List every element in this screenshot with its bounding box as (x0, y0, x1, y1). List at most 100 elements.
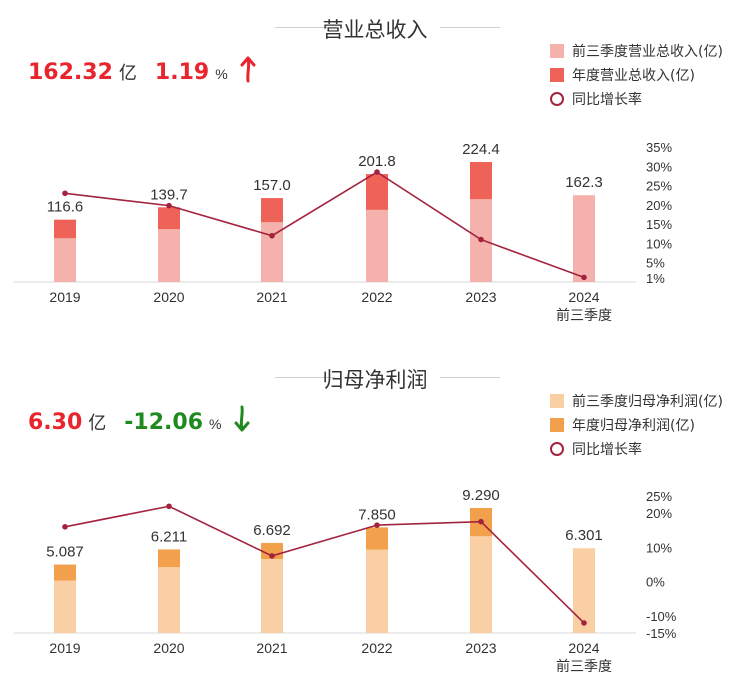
x-tick-label: 2024 (568, 289, 599, 305)
growth-rate-point (478, 518, 484, 525)
legend-label: 年度营业总收入(亿) (572, 68, 695, 84)
right-axis-tick-label: 1% (646, 271, 665, 286)
legend-label: 年度归母净利润(亿) (572, 418, 695, 434)
legend-label: 同比增长率 (572, 442, 642, 458)
profit-panel: 归母净利润 6.30 亿 -12.06% 前三季度归母净利润(亿) 年度归母净利润(… (0, 350, 750, 696)
x-tick-label: 2022 (361, 640, 392, 656)
title-divider-right (440, 377, 500, 378)
title-divider-left (275, 377, 335, 378)
legend-label: 前三季度营业总收入(亿) (572, 44, 723, 60)
x-tick-label: 2020 (153, 289, 184, 305)
legend-item-growth-rate: 同比增长率 (550, 88, 723, 112)
x-tick-label: 2022 (361, 289, 392, 305)
legend-circle-icon (550, 442, 564, 456)
bar-quarterly (261, 222, 283, 282)
bar-quarterly (470, 536, 492, 633)
right-axis-tick-label: 15% (646, 217, 672, 232)
right-axis-tick-label: 0% (646, 575, 665, 590)
title-divider-right (440, 27, 500, 28)
profit-summary-unit: 亿 (88, 413, 107, 434)
bar-value-label: 7.850 (358, 506, 396, 523)
x-tick-label: 2019 (49, 289, 80, 305)
right-axis-tick-label: -10% (646, 609, 677, 624)
legend-circle-icon (550, 92, 564, 106)
revenue-summary-pct: % (215, 66, 228, 82)
revenue-panel: 营业总收入 162.32 亿 1.19% 前三季度营业总收入(亿) 年度营业总收入(… (0, 0, 750, 345)
bar-quarterly (54, 580, 76, 633)
right-axis-tick-label: 25% (646, 489, 672, 504)
right-axis-tick-label: -15% (646, 626, 677, 641)
revenue-summary: 162.32 亿 1.19% (28, 55, 258, 85)
right-axis-tick-label: 30% (646, 159, 672, 174)
growth-rate-line (64, 505, 585, 624)
right-axis-tick-label: 10% (646, 540, 672, 555)
bar-value-label: 6.692 (253, 522, 291, 539)
bar-quarterly (573, 548, 595, 633)
profit-legend: 前三季度归母净利润(亿) 年度归母净利润(亿) 同比增长率 (550, 390, 723, 462)
profit-summary-growth: -12.06 (124, 410, 203, 435)
title-divider-left (275, 27, 335, 28)
bar-quarterly (573, 195, 595, 282)
x-tick-label: 2024 (568, 640, 599, 656)
growth-rate-point (374, 522, 380, 528)
x-tick-sublabel: 前三季度 (556, 307, 612, 323)
bar-quarterly (158, 229, 180, 282)
bar-value-label: 5.087 (46, 544, 84, 561)
profit-chart: 5.087 2019 6.211 2020 6.692 2021 7.850 2022 9.29… (14, 487, 677, 674)
x-tick-label: 2021 (256, 289, 287, 305)
bar-value-label: 157.0 (253, 177, 291, 194)
right-axis-tick-label: 25% (646, 179, 672, 194)
profit-summary-pct: % (209, 416, 222, 432)
growth-rate-line (64, 171, 585, 279)
growth-rate-point (374, 169, 380, 175)
bar-value-label: 162.3 (565, 174, 603, 191)
x-tick-label: 2021 (256, 640, 287, 656)
revenue-title: 营业总收入 (322, 18, 428, 42)
bar-quarterly (158, 567, 180, 633)
bar-value-label: 9.290 (462, 487, 500, 504)
legend-swatch-annual (550, 68, 564, 82)
bar-quarterly (366, 209, 388, 282)
growth-rate-point (62, 524, 68, 530)
x-tick-label: 2019 (49, 640, 80, 656)
legend-label: 同比增长率 (572, 92, 642, 108)
legend-item-growth-rate: 同比增长率 (550, 438, 723, 462)
arrow-up-icon (240, 56, 256, 83)
legend-item-annual-profit: 年度归母净利润(亿) (550, 414, 723, 438)
profit-summary: 6.30 亿 -12.06% (28, 405, 252, 435)
growth-rate-point (269, 553, 275, 559)
profit-summary-value: 6.30 (28, 410, 83, 435)
right-axis-tick-label: 10% (646, 236, 672, 251)
x-tick-sublabel: 前三季度 (556, 658, 612, 674)
x-tick-label: 2023 (465, 289, 496, 305)
revenue-summary-unit: 亿 (118, 63, 137, 84)
growth-rate-point (166, 202, 172, 209)
growth-rate-point (269, 232, 275, 239)
bar-quarterly (366, 549, 388, 633)
legend-swatch-annual (550, 418, 564, 432)
legend-item-quarterly-revenue: 前三季度营业总收入(亿) (550, 40, 723, 64)
growth-rate-point (581, 620, 587, 626)
growth-rate-point (62, 190, 68, 197)
arrow-down-icon (234, 405, 250, 432)
bar-quarterly (261, 558, 283, 633)
growth-rate-point (581, 274, 587, 281)
bar-value-label: 6.211 (151, 528, 187, 545)
bar-value-label: 139.7 (150, 186, 188, 203)
legend-swatch-quarterly (550, 394, 564, 408)
revenue-summary-value: 162.32 (28, 60, 113, 85)
revenue-chart: 116.6 2019 139.7 2020 157.0 2021 201.8 2022 224.… (14, 140, 672, 323)
legend-item-quarterly-profit: 前三季度归母净利润(亿) (550, 390, 723, 414)
x-tick-label: 2023 (465, 640, 496, 656)
right-axis-tick-label: 20% (646, 198, 672, 213)
legend-item-annual-revenue: 年度营业总收入(亿) (550, 64, 723, 88)
profit-title: 归母净利润 (322, 368, 428, 392)
legend-swatch-quarterly (550, 44, 564, 58)
bar-value-label: 6.301 (565, 527, 603, 544)
bar-value-label: 116.6 (47, 199, 83, 216)
profit-title-wrap: 归母净利润 (0, 364, 750, 392)
bar-value-label: 224.4 (462, 141, 500, 158)
right-axis-tick-label: 5% (646, 256, 665, 271)
bar-value-label: 201.8 (358, 153, 396, 170)
growth-rate-point (166, 503, 172, 510)
